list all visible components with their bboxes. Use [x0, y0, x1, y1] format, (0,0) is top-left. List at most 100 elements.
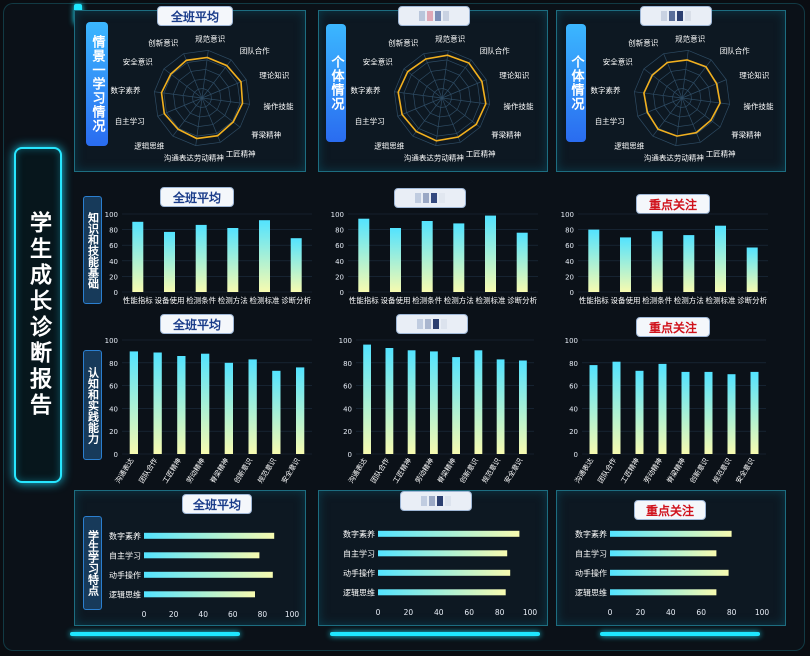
bar	[746, 247, 758, 292]
radar-axis-label: 理论知识	[499, 70, 529, 80]
y-tick-label: 40	[565, 258, 574, 266]
main-title: 学生成长诊断报告	[26, 211, 51, 419]
y-tick-label: 20	[565, 273, 574, 281]
radar-spoke	[201, 50, 209, 99]
bar	[681, 371, 690, 454]
traits-panel-mid	[318, 490, 548, 626]
y-tick-label: 100	[331, 211, 344, 219]
bar	[516, 232, 528, 292]
x-tick-label: 检测标准	[250, 295, 280, 305]
y-tick-label: 60	[569, 383, 578, 391]
hbar	[378, 589, 506, 596]
bar	[195, 224, 207, 292]
radar-spoke	[394, 91, 443, 99]
traits-panel-right	[556, 490, 786, 626]
radar-axis-label: 沟通表达劳动精神	[644, 153, 704, 163]
bar-chart-cognition-p2: 0 20 40 60 80 100 沟通表达 团队合作 工匠精神 劳动精神 脊梁精神 创新意识 规范意识…	[565, 337, 766, 485]
x-tick-label: 规范意识	[480, 456, 502, 485]
radar-spoke	[441, 97, 490, 105]
bar	[259, 220, 270, 292]
bar	[385, 348, 394, 454]
bar	[474, 350, 483, 454]
badge-class-avg-knowledge: 全班平均	[160, 187, 234, 207]
x-tick-label: 诊断分析	[281, 295, 311, 305]
bar	[658, 363, 667, 454]
bottom-glow-bar-mid	[330, 632, 540, 636]
x-tick-label: 设备使用	[611, 295, 641, 305]
y-tick-label: 80	[109, 360, 118, 368]
x-tick-label: 诊断分析	[737, 295, 767, 305]
radar-axis-label: 工匠精神	[226, 148, 256, 158]
hbar	[610, 569, 729, 576]
x-tick-label: 团队合作	[369, 456, 391, 485]
x-tick-label: 40	[198, 610, 208, 619]
x-tick-label: 诊断分析	[507, 295, 537, 305]
badge-class-avg-traits: 全班平均	[182, 494, 252, 514]
x-tick-label: 团队合作	[596, 456, 618, 485]
x-tick-label: 劳动精神	[184, 456, 206, 485]
bar	[290, 238, 302, 292]
x-tick-label: 检测方法	[444, 295, 474, 305]
bar-chart-knowledge-p1: 0 20 40 60 80 100 性能指标 设备使用 检测条件 检测方法 检测标准 诊断分析	[331, 211, 538, 305]
y-tick-label: 100	[339, 337, 352, 345]
y-tick-label: 0	[570, 289, 574, 297]
y-category-label: 数字素养	[109, 531, 141, 541]
radar-axis-label: 沟通表达劳动精神	[164, 153, 224, 163]
badge-focus-knowledge: 重点关注	[636, 194, 710, 214]
x-tick-label: 80	[258, 610, 268, 619]
x-tick-label: 100	[755, 608, 770, 617]
bar-chart-knowledge-p2: 0 20 40 60 80 100 性能指标 设备使用 检测条件 检测方法 检测标准 诊断分析	[561, 211, 768, 305]
y-tick-label: 20	[569, 428, 578, 436]
x-tick-label: 安全意识	[279, 456, 301, 485]
bar-chart-cognition-avg: 0 20 40 60 80 100 沟通表达 团队合作 工匠精神 劳动精神 脊梁精神 创新意识 规范意识…	[105, 337, 312, 485]
radar-axis-label: 自主学习	[595, 116, 625, 126]
hbar	[144, 571, 273, 578]
x-tick-label: 20	[404, 608, 414, 617]
bar	[651, 231, 663, 292]
hbar	[610, 530, 732, 537]
x-tick-label: 设备使用	[155, 295, 185, 305]
bar	[407, 350, 416, 454]
y-tick-label: 100	[105, 211, 118, 219]
radar-axis-label: 自主学习	[115, 116, 145, 126]
radar-axis-label: 团队合作	[480, 45, 510, 55]
radar-spoke	[435, 97, 443, 146]
y-tick-label: 60	[343, 383, 352, 391]
bar	[485, 215, 496, 292]
x-tick-label: 80	[495, 608, 505, 617]
y-tick-label: 40	[343, 405, 352, 413]
radar-axis-label: 操作技能	[264, 101, 294, 111]
y-tick-label: 20	[109, 273, 118, 281]
y-tick-label: 80	[343, 360, 352, 368]
radar-axis-label: 创新意识	[148, 38, 178, 48]
radar-series-line	[397, 54, 487, 142]
x-tick-label: 脊梁精神	[435, 456, 457, 485]
y-category-label: 逻辑思维	[343, 587, 375, 597]
x-tick-label: 40	[434, 608, 444, 617]
bar	[635, 370, 644, 454]
bar	[296, 367, 305, 454]
bar-chart-knowledge-avg: 0 20 40 60 80 100 性能指标 设备使用 检测条件 检测方法 检测标准 诊断分析	[105, 211, 312, 305]
x-tick-label: 工匠精神	[161, 456, 183, 485]
bar	[390, 228, 401, 292]
radar-spoke	[681, 79, 727, 99]
y-tick-label: 40	[109, 258, 118, 266]
bar	[272, 370, 281, 454]
radar-spoke	[663, 53, 683, 99]
radar-spoke	[637, 97, 683, 117]
y-tick-label: 80	[335, 227, 344, 235]
radar-axis-label: 工匠精神	[466, 148, 496, 158]
bar	[683, 235, 695, 292]
x-tick-label: 40	[666, 608, 676, 617]
x-tick-label: 沟通表达	[573, 456, 595, 485]
hbar	[378, 569, 511, 576]
y-tick-label: 60	[565, 242, 574, 250]
radar-spoke	[412, 97, 443, 137]
badge-student-name-radar-1	[398, 6, 470, 26]
radar-axis-label: 逻辑思维	[134, 141, 164, 151]
radar-axis-label: 操作技能	[744, 101, 774, 111]
